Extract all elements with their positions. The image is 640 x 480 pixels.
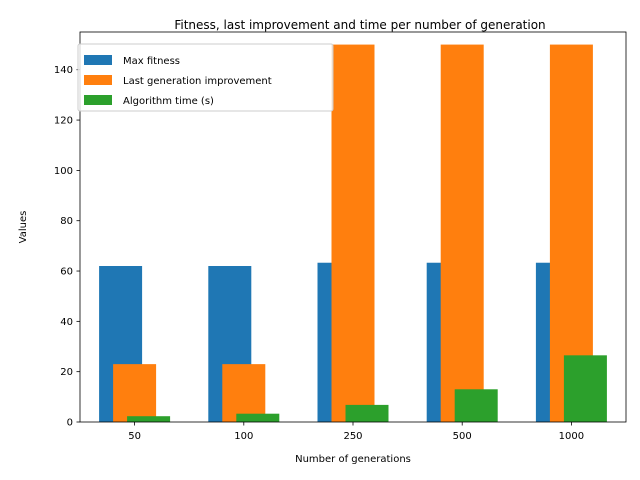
y-tick-label: 40 [60,317,73,328]
bar-last-generation-improvement-100 [222,364,266,422]
x-tick-label: 100 [234,431,253,442]
y-tick-label: 100 [54,166,73,177]
legend-swatch [84,75,112,85]
bar-algorithm-time-50 [127,416,171,422]
x-tick-label: 250 [343,431,362,442]
bar-algorithm-time-250 [345,404,389,422]
x-tick-label: 50 [128,431,141,442]
y-axis-label: Values [18,211,29,244]
x-axis-label: Number of generations [295,454,411,465]
y-tick-label: 140 [54,65,73,76]
legend-label: Algorithm time (s) [123,96,214,107]
x-tick-label: 500 [453,431,472,442]
legend-swatch [84,95,112,105]
bar-last-generation-improvement-50 [113,364,157,422]
bar-last-generation-improvement-250 [331,44,375,422]
y-tick-label: 120 [54,116,73,127]
x-axis: 50 100 250 500 1000 [128,422,584,442]
y-tick-label: 60 [60,267,73,278]
chart-title: Fitness, last improvement and time per n… [174,18,545,32]
legend-label: Last generation improvement [123,76,272,87]
y-axis: 0 20 40 60 80 100 120 140 [54,65,80,429]
bar-algorithm-time-500 [454,389,498,422]
legend-swatch [84,55,112,65]
x-tick-label: 1000 [559,431,584,442]
legend: Max fitness Last generation improvement Al… [77,43,334,112]
y-tick-label: 80 [60,216,73,227]
bar-last-generation-improvement-500 [440,44,484,422]
bars-group [99,44,607,422]
legend-label: Max fitness [123,56,180,67]
y-tick-label: 0 [67,418,73,429]
bar-algorithm-time-100 [236,413,280,422]
legend-box [77,43,334,112]
bar-algorithm-time-1000 [563,355,607,422]
y-tick-label: 20 [60,367,73,378]
